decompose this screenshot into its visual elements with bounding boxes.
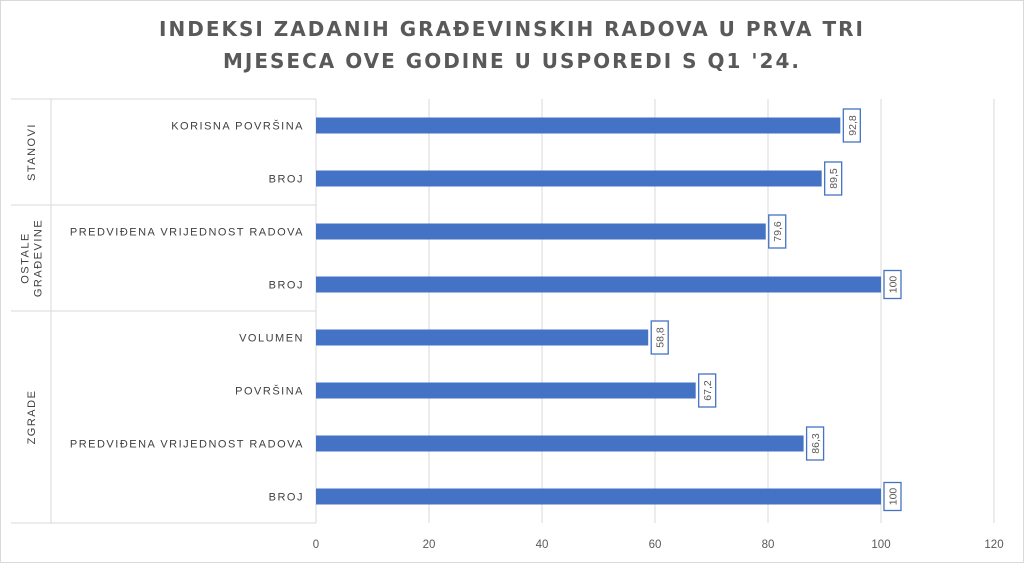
data-label: 92,8 [847,115,859,136]
category-label: PREDVIĐENA VRIJEDNOST RADOVA [70,227,304,239]
chart-title-line-2: MJESECA OVE GODINE U USPOREDI S Q1 '24. [223,49,801,73]
data-label-box [842,108,861,143]
data-label-box [698,373,717,408]
data-label-box [650,320,669,355]
group-label: OSTALEGRAĐEVINE [20,219,45,297]
data-label: 86,3 [810,433,822,454]
data-label: 100 [888,276,900,294]
chart-title: INDEKSI ZADANIH GRAĐEVINSKIH RADOVA U PR… [1,13,1023,77]
data-label: 100 [888,488,900,506]
data-label-box [883,481,902,512]
bar [316,435,804,452]
group-label: ZGRADE [26,390,38,445]
group-label-line: OSTALE [20,232,32,284]
data-label-box [824,161,843,196]
data-label-box [768,214,787,249]
group-label-line: ZGRADE [26,390,38,445]
data-label-box [883,269,902,300]
category-label: PREDVIĐENA VRIJEDNOST RADOVA [70,439,304,451]
x-tick-label: 20 [423,539,436,551]
category-label: KORISNA POVRŠINA [171,120,304,133]
bar [316,329,649,346]
chart-title-line-1: INDEKSI ZADANIH GRAĐEVINSKIH RADOVA U PR… [159,17,865,41]
data-label-box [805,426,825,461]
x-tick-label: 40 [536,539,549,551]
x-tick-label: 120 [984,539,1003,551]
category-label: VOLUMEN [239,333,304,345]
group-label-line: GRAĐEVINE [33,219,45,297]
x-tick-label: 60 [649,539,662,551]
category-label: BROJ [269,492,304,504]
data-label: 89,5 [828,168,840,189]
data-label: 67,2 [702,380,714,401]
bar [316,382,696,399]
data-label: 58,8 [655,327,667,348]
bar [316,276,881,293]
bar [316,223,766,240]
category-label: BROJ [269,174,304,186]
bar [316,488,881,505]
x-tick-label: 0 [313,539,319,551]
bar [316,170,822,187]
group-label-line: STANOVI [26,123,38,181]
data-label: 79,6 [772,221,784,242]
group-label: STANOVI [26,123,38,181]
category-label: BROJ [269,280,304,292]
x-tick-label: 80 [762,539,775,551]
bar [316,117,841,134]
x-tick-label: 100 [871,539,890,551]
category-label: POVRŠINA [235,385,304,398]
